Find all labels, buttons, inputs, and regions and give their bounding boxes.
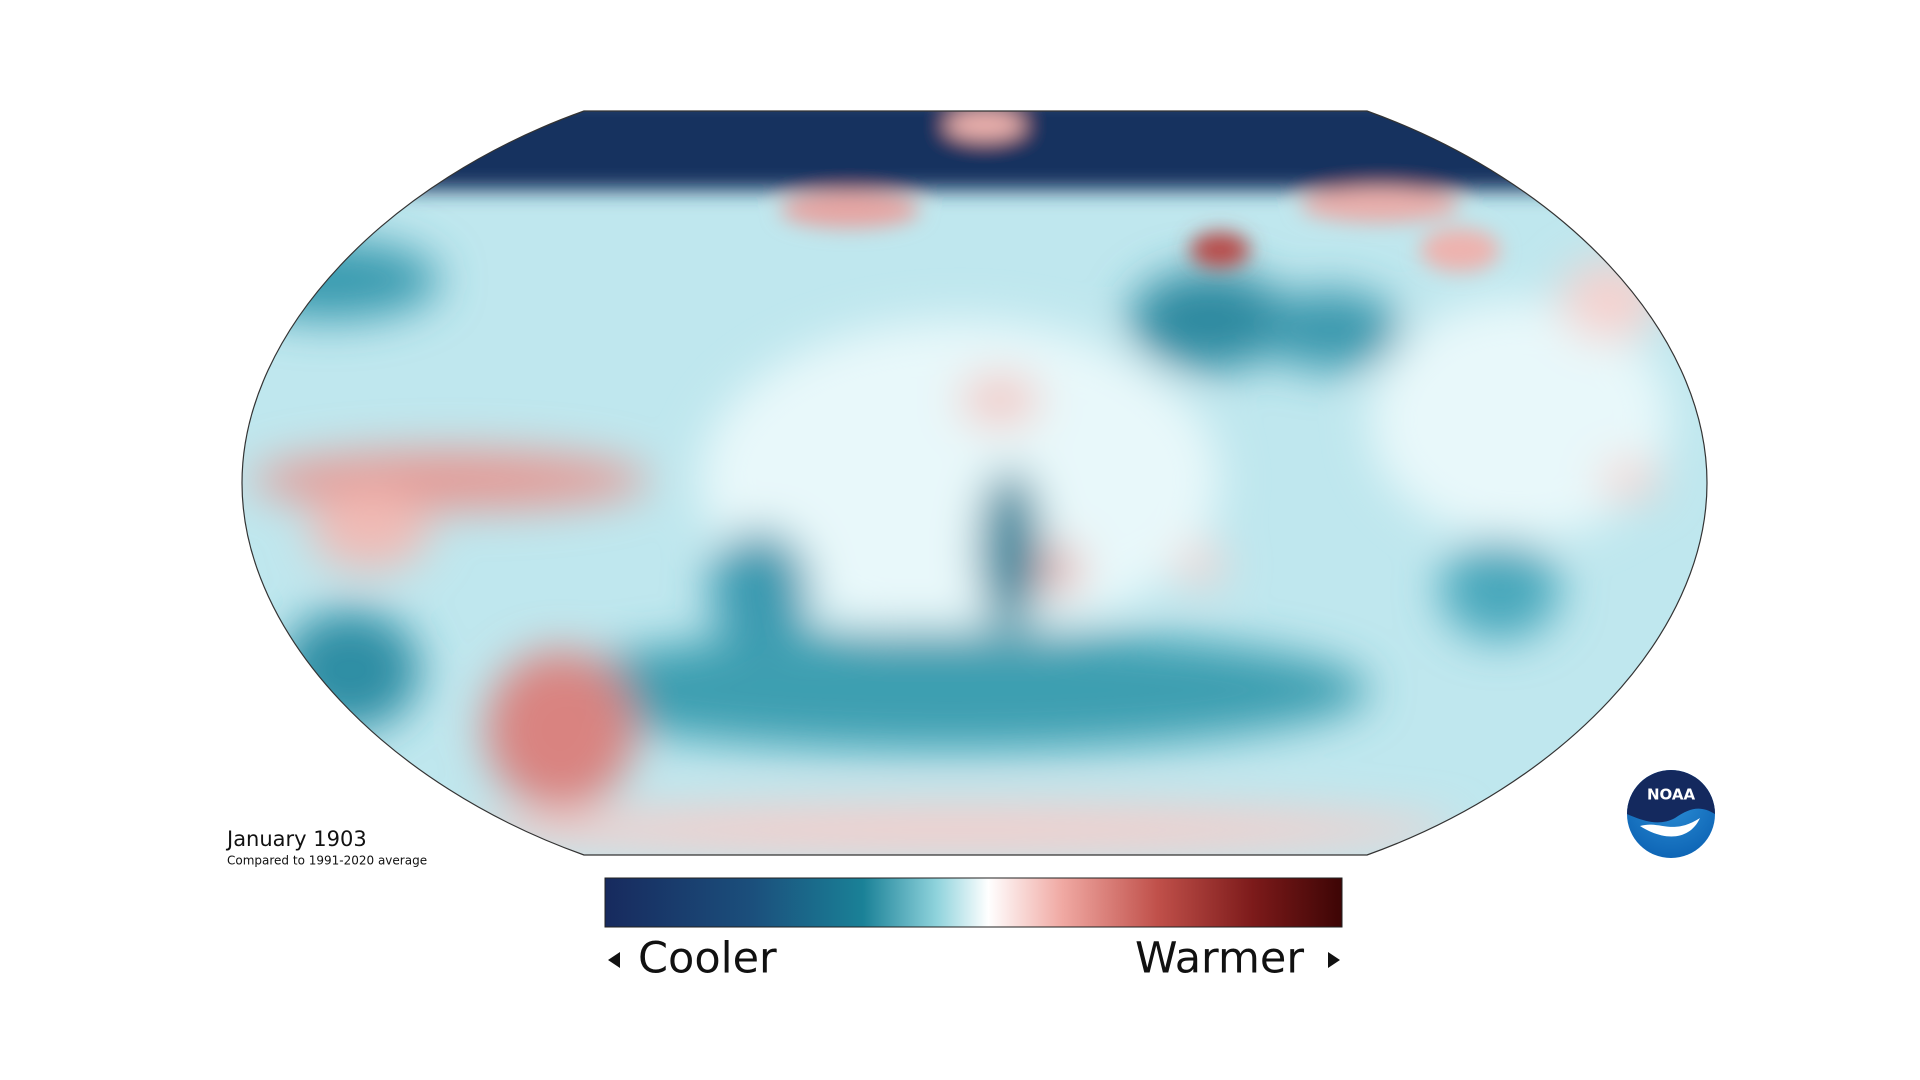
anomaly-map	[242, 111, 1707, 855]
color-scale	[604, 877, 1343, 928]
map-subtitle: Compared to 1991-2020 average	[227, 854, 427, 868]
logo-text: NOAA	[1647, 786, 1696, 804]
warmer-label: Warmer	[1135, 934, 1304, 984]
cooler-arrow	[608, 952, 620, 968]
map-outline	[241, 110, 1708, 856]
map-title: January 1903	[225, 827, 367, 851]
noaa-logo: NOAA	[1627, 770, 1715, 858]
cooler-label: Cooler	[638, 934, 777, 984]
warmer-arrow	[1328, 952, 1340, 968]
